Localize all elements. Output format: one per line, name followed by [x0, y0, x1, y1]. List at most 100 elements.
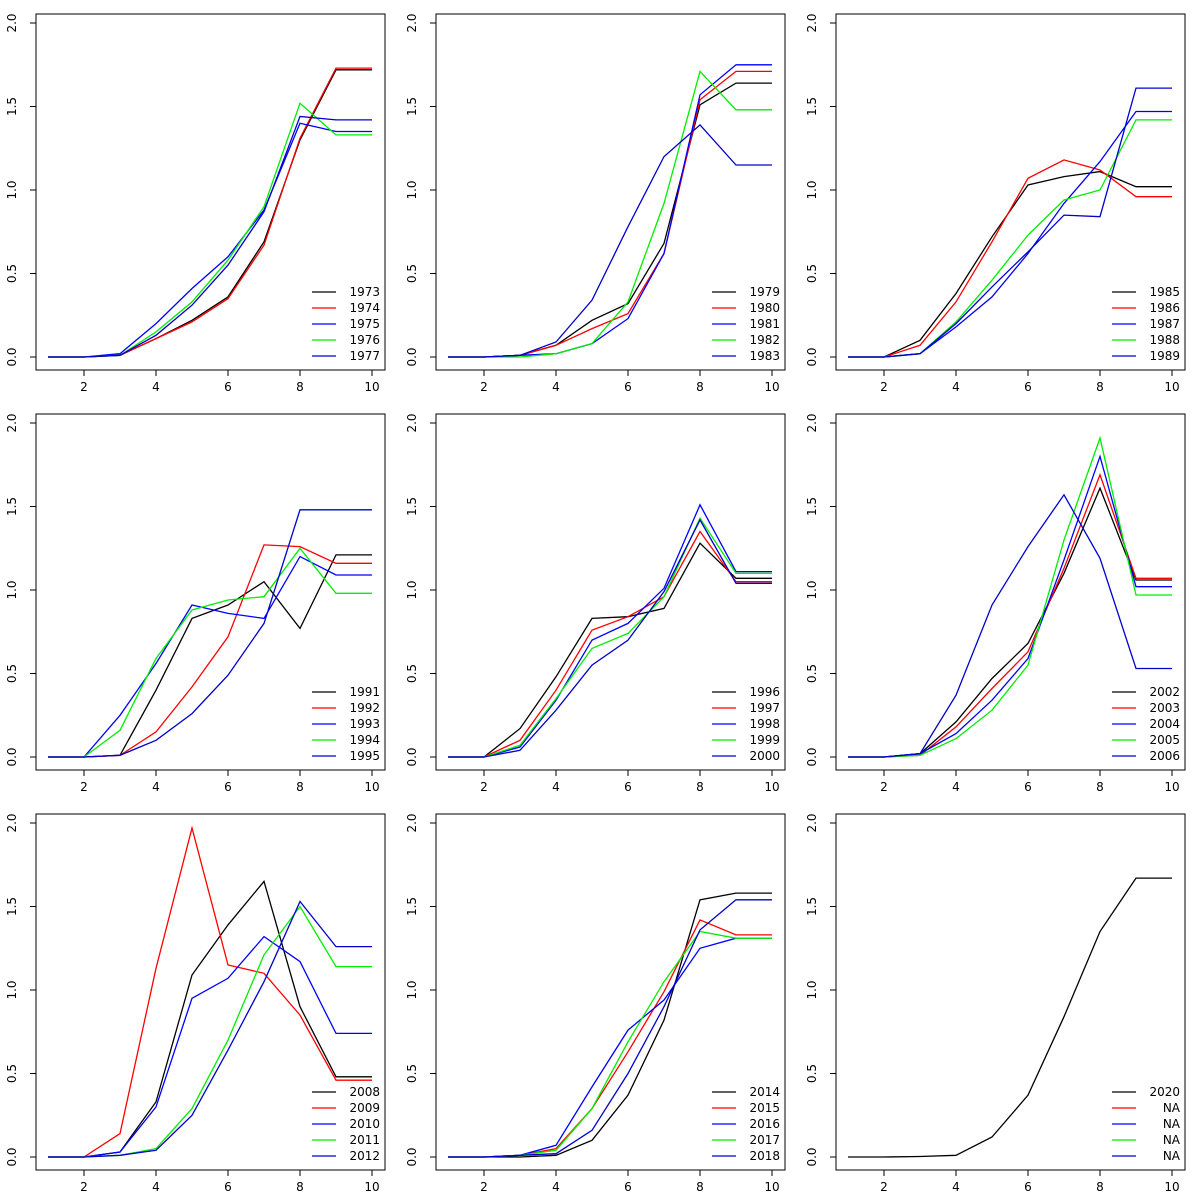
legend-label: 1993	[349, 717, 380, 731]
y-tick-label: 2.0	[805, 13, 819, 32]
series-line-2009	[48, 825, 372, 1158]
series-line-1997	[448, 530, 772, 758]
series-line-1986	[848, 159, 1172, 358]
x-tick-label: 10	[1164, 1180, 1179, 1194]
x-tick-label: 4	[152, 1180, 160, 1194]
legend-label: 1976	[349, 333, 380, 347]
y-tick-label: 1.5	[5, 897, 19, 916]
x-tick-label: 10	[764, 780, 779, 794]
legend-label: 1989	[1149, 349, 1180, 363]
series-line-1988	[848, 119, 1172, 358]
y-tick-label: 1.0	[805, 180, 819, 199]
y-tick-label: 1.5	[405, 497, 419, 516]
series-line-2020	[848, 877, 1172, 1158]
x-tick-label: 2	[80, 380, 88, 394]
chart-panel-3: 2 4 6 8 10 0.0 0.5 1.0 1.5 2.0 1985 1986 1987 1988 198…	[805, 13, 1186, 394]
legend-label: 2016	[749, 1117, 780, 1131]
chart-panel-8: 2 4 6 8 10 0.0 0.5 1.0 1.5 2.0 2014 2015 2016 2017 201…	[405, 813, 786, 1194]
y-tick-label: 2.0	[5, 13, 19, 32]
y-tick-label: 1.0	[5, 180, 19, 199]
x-tick-label: 2	[880, 1180, 888, 1194]
x-tick-label: 4	[152, 380, 160, 394]
x-tick-label: 6	[624, 1180, 632, 1194]
series-line-2003	[848, 472, 1172, 758]
x-tick-label: 8	[1096, 380, 1104, 394]
legend-label: 1994	[349, 733, 380, 747]
y-tick-label: 0.0	[805, 747, 819, 766]
legend-label: 1975	[349, 317, 380, 331]
y-tick-label: 0.0	[805, 347, 819, 366]
legend-label: 2004	[1149, 717, 1180, 731]
legend-label: 2011	[349, 1133, 380, 1147]
legend-label: NA	[1163, 1101, 1181, 1115]
plot-frame	[35, 813, 386, 1171]
legend-label: 1998	[749, 717, 780, 731]
y-tick-label: 2.0	[805, 413, 819, 432]
legend-label: 1974	[349, 301, 380, 315]
plot-frame	[435, 813, 786, 1171]
x-tick-label: 4	[952, 780, 960, 794]
x-tick-label: 8	[296, 1180, 304, 1194]
series-line-1982	[448, 70, 772, 358]
x-tick-label: 8	[296, 380, 304, 394]
y-tick-label: 1.5	[805, 97, 819, 116]
legend-label: 2000	[749, 749, 780, 763]
series-line-1994	[48, 547, 372, 758]
y-tick-label: 0.5	[5, 1064, 19, 1083]
series-line-1985	[848, 170, 1172, 358]
x-tick-label: 10	[364, 380, 379, 394]
legend-label: 1995	[349, 749, 380, 763]
y-tick-label: 0.0	[5, 747, 19, 766]
x-tick-label: 4	[552, 1180, 560, 1194]
y-tick-label: 0.5	[805, 264, 819, 283]
legend-label: 2017	[749, 1133, 780, 1147]
chart-panel-5: 2 4 6 8 10 0.0 0.5 1.0 1.5 2.0 1996 1997 1998 1999 200…	[405, 413, 786, 794]
series-line-2017	[448, 930, 772, 1158]
series-line-1998	[448, 503, 772, 758]
legend-label: 1973	[349, 285, 380, 299]
chart-panel-1: 2 4 6 8 10 0.0 0.5 1.0 1.5 2.0 1973 1974 1975 1976 197…	[5, 13, 386, 394]
legend-label: 2008	[349, 1085, 380, 1099]
plot-frame	[435, 13, 786, 371]
plot-frame	[835, 13, 1186, 371]
x-tick-label: 2	[480, 780, 488, 794]
x-tick-label: 6	[624, 380, 632, 394]
chart-panel-7: 2 4 6 8 10 0.0 0.5 1.0 1.5 2.0 2008 2009 2010 2011 201…	[5, 813, 386, 1194]
y-tick-label: 0.5	[405, 664, 419, 683]
series-line-1987	[848, 110, 1172, 358]
x-tick-label: 6	[624, 780, 632, 794]
y-tick-label: 2.0	[805, 813, 819, 832]
series-line-1991	[48, 554, 372, 758]
legend-label: 1997	[749, 701, 780, 715]
x-tick-label: 2	[880, 780, 888, 794]
y-tick-label: 1.5	[805, 497, 819, 516]
legend-label: 1982	[749, 333, 780, 347]
legend-label: 2010	[349, 1117, 380, 1131]
legend-label: 2003	[1149, 701, 1180, 715]
series-line-2014	[448, 892, 772, 1158]
y-tick-label: 1.0	[5, 580, 19, 599]
x-tick-label: 10	[364, 780, 379, 794]
x-tick-label: 6	[224, 1180, 232, 1194]
y-tick-label: 1.5	[805, 897, 819, 916]
x-tick-label: 2	[80, 780, 88, 794]
legend-label: 1999	[749, 733, 780, 747]
chart-panel-9: 2 4 6 8 10 0.0 0.5 1.0 1.5 2.0 2020 NA NA NA NA	[805, 813, 1186, 1194]
legend-label: 1992	[349, 701, 380, 715]
plot-frame	[835, 813, 1186, 1171]
x-tick-label: 6	[1024, 380, 1032, 394]
x-tick-label: 4	[152, 780, 160, 794]
plot-frame	[35, 13, 386, 371]
y-tick-label: 0.0	[5, 347, 19, 366]
y-tick-label: 0.0	[405, 747, 419, 766]
legend-label: NA	[1163, 1149, 1181, 1163]
series-line-1995	[48, 509, 372, 758]
legend-label: 1991	[349, 685, 380, 699]
series-line-2005	[848, 435, 1172, 758]
x-tick-label: 10	[1164, 780, 1179, 794]
x-tick-label: 10	[764, 1180, 779, 1194]
series-line-1999	[448, 516, 772, 758]
series-line-1993	[48, 555, 372, 758]
x-tick-label: 8	[696, 1180, 704, 1194]
